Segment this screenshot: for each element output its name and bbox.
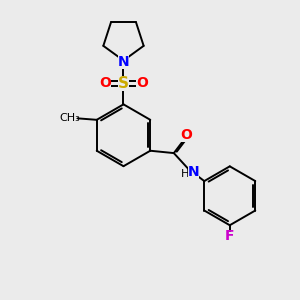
Text: O: O <box>99 76 111 90</box>
Text: O: O <box>180 128 192 142</box>
Text: O: O <box>136 76 148 90</box>
Text: N: N <box>118 55 129 69</box>
Text: H: H <box>181 169 189 179</box>
Text: N: N <box>188 165 200 179</box>
Text: F: F <box>225 230 235 243</box>
Text: CH₃: CH₃ <box>60 113 81 123</box>
Text: S: S <box>118 76 129 91</box>
